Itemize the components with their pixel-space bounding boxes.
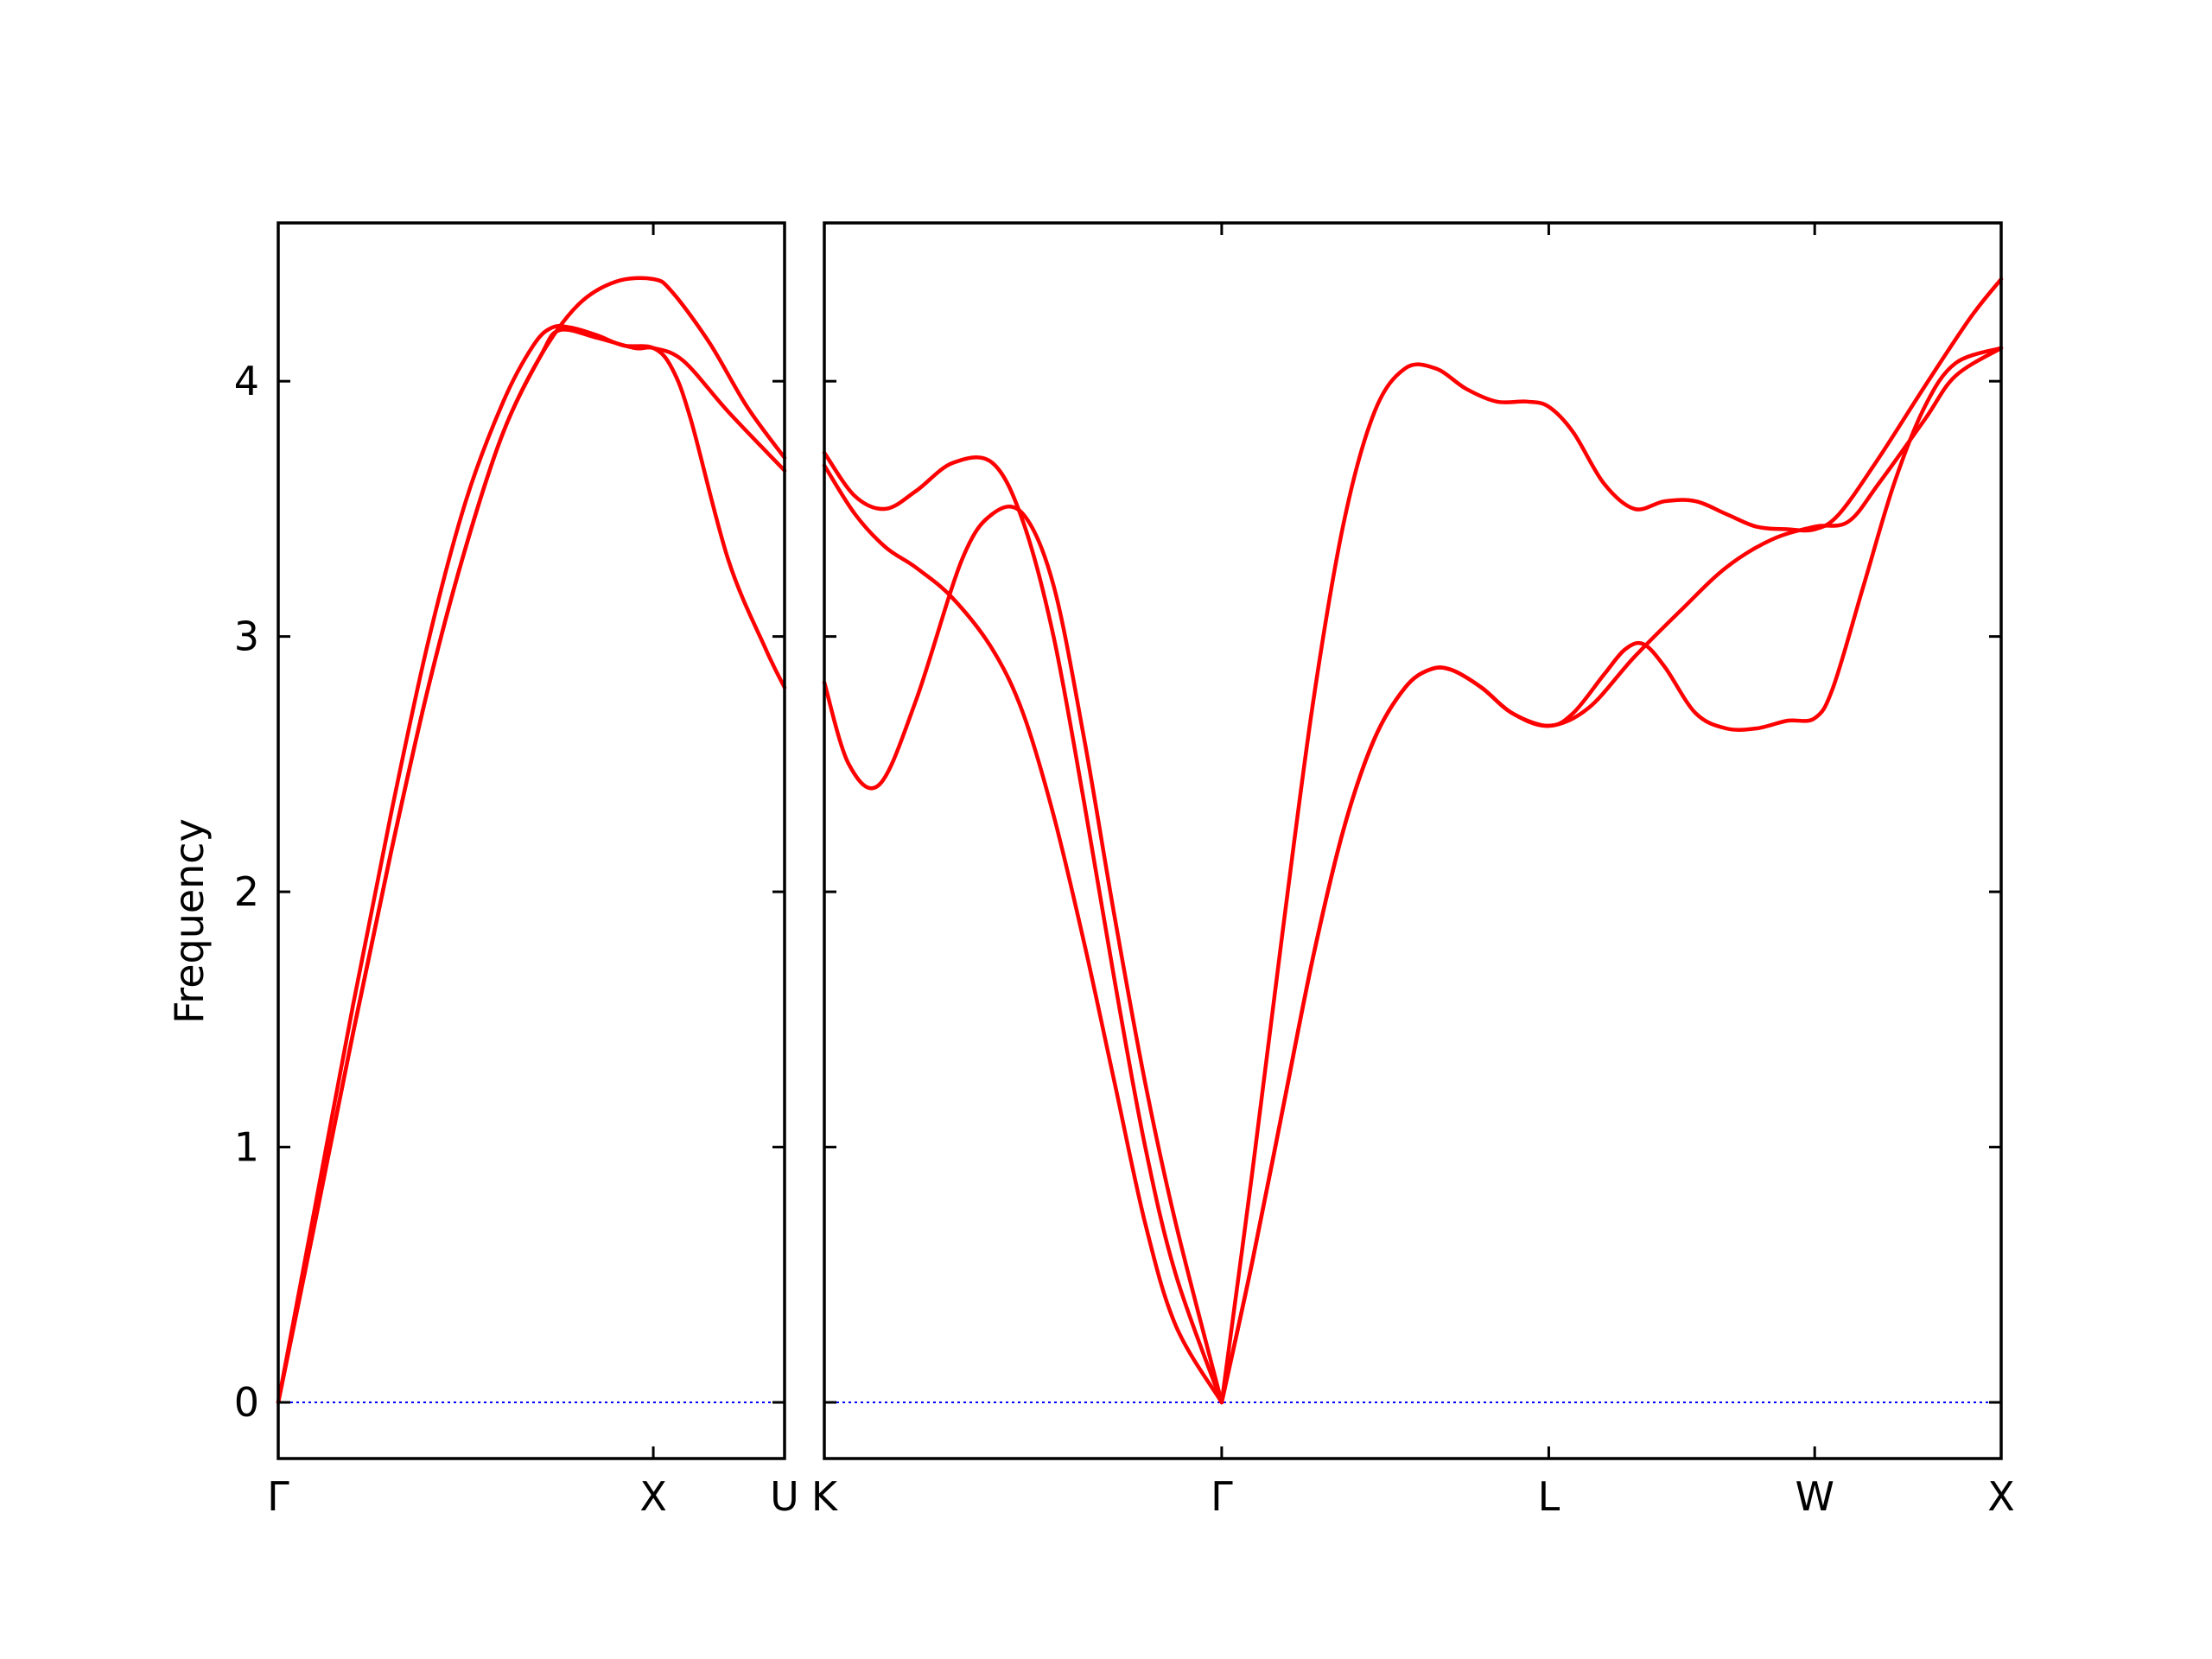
y-tick-label: 1 [234, 1124, 259, 1171]
x-tick-label: Γ [267, 1473, 289, 1520]
x-tick-label: Γ [1211, 1473, 1233, 1520]
plot-panels: 0 1 2 3 4 Γ X U K Γ L W X [234, 221, 2015, 1520]
y-tick-label: 4 [234, 358, 259, 404]
x-tick-label: K [811, 1473, 839, 1520]
x-tick-label: L [1538, 1473, 1560, 1520]
x-tick-label: W [1795, 1473, 1834, 1520]
band-line-6 [1219, 346, 2004, 1405]
y-tick-label: 2 [234, 868, 259, 915]
band-line-2 [276, 276, 787, 1405]
band-line-5 [1219, 346, 2004, 1405]
y-axis-label: Frequency [166, 818, 213, 1024]
band-line-3 [276, 327, 787, 1405]
band-line-4 [1219, 276, 2004, 1405]
band-line-2 [822, 450, 1224, 1405]
x-tick-label: U [770, 1473, 799, 1520]
panel-1: 0 1 2 3 4 Γ X U [234, 221, 799, 1520]
x-tick-label: X [639, 1473, 667, 1520]
plot-frame [276, 221, 786, 1460]
band-line-3 [822, 463, 1224, 1405]
x-tick-label: X [1987, 1473, 2015, 1520]
y-tick-label: 0 [234, 1379, 259, 1426]
y-tick-label: 3 [234, 613, 259, 660]
plot-frame [823, 221, 2003, 1460]
band-line-1 [822, 505, 1224, 1405]
band-line-1 [276, 323, 787, 1405]
